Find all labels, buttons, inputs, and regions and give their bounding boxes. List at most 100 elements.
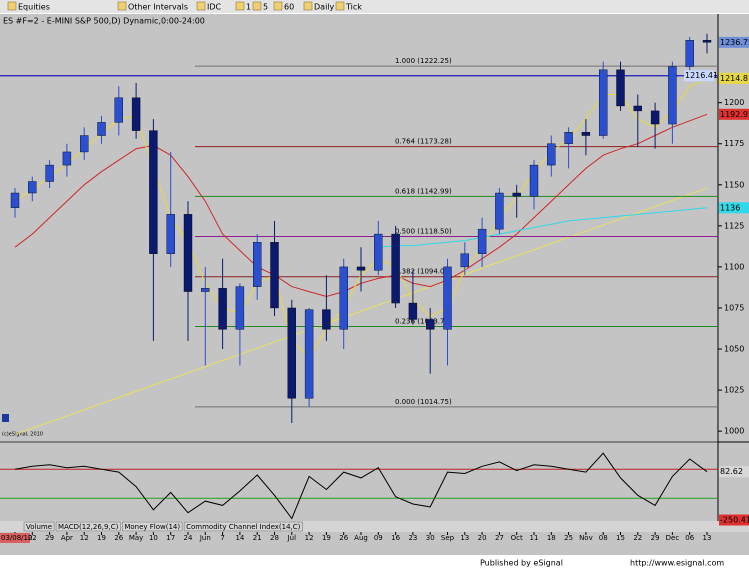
footer-left: Published by eSignal xyxy=(480,559,563,568)
toolbar-button[interactable]: Daily xyxy=(314,3,335,12)
toolbar xyxy=(0,0,749,13)
indicator-tab[interactable]: MACD(12,26,9,C) xyxy=(58,523,119,531)
x-tick-label: 17 xyxy=(166,534,175,542)
candle-body xyxy=(131,97,141,131)
line-value-label-box xyxy=(719,202,749,214)
y-tick-label: 1100 xyxy=(724,262,744,271)
candle-body xyxy=(443,266,452,330)
x-tick-label: 7 xyxy=(220,534,224,542)
candle-body xyxy=(97,122,106,136)
indicator-tab[interactable]: Volume xyxy=(26,523,52,531)
x-tick-label: 12 xyxy=(305,534,314,542)
x-tick-label: 13 xyxy=(703,534,712,542)
toolbar-icon xyxy=(235,1,245,11)
x-tick-label: 18 xyxy=(547,534,556,542)
trendline xyxy=(14,187,708,435)
toolbar-button[interactable]: IDC xyxy=(207,3,222,12)
fib-label: 0.382 (1094.02) xyxy=(395,268,452,276)
x-tick-label: 11 xyxy=(530,534,539,542)
x-tick-label: 16 xyxy=(391,534,400,542)
fib-label: 0.618 (1142.99) xyxy=(395,187,452,195)
candle-body xyxy=(547,143,556,166)
price-panel xyxy=(0,14,718,441)
last-price-label: 1236.75 xyxy=(720,38,749,47)
x-tick-label: 29 xyxy=(45,534,54,542)
candle-body xyxy=(581,132,591,136)
watermark: (c)eSignal, 2010 xyxy=(2,432,43,438)
last-price-label-box xyxy=(719,36,749,48)
candle-body xyxy=(564,132,573,144)
x-tick-label: 06 xyxy=(685,534,694,542)
toolbar-icon xyxy=(303,1,313,11)
indicator-panel xyxy=(0,443,718,521)
cci-last-label: 82.62 xyxy=(720,467,743,476)
candle-body xyxy=(79,135,89,153)
toolbar-button[interactable]: 60 xyxy=(284,3,294,12)
toolbar-icon xyxy=(273,1,283,11)
candle-body xyxy=(166,214,175,254)
toolbar-button[interactable]: Tick xyxy=(345,3,362,12)
x-start-box xyxy=(0,533,30,543)
x-tick-label: 26 xyxy=(339,534,348,542)
candle-body xyxy=(287,307,296,399)
candle-body xyxy=(391,233,400,304)
candle-body xyxy=(616,69,625,107)
line-value-label: 1214.81 xyxy=(720,74,749,83)
x-tick-label: 14 xyxy=(235,534,244,542)
toolbar-button[interactable]: Equities xyxy=(18,3,50,12)
toolbar-icon xyxy=(117,1,127,11)
toolbar-button[interactable]: Other Intervals xyxy=(128,3,188,12)
toolbar-button[interactable]: 1 xyxy=(246,3,251,12)
candle-body xyxy=(477,228,487,254)
toolbar-icon xyxy=(335,1,345,11)
x-tick-label: 10 xyxy=(149,534,158,542)
candle-body xyxy=(374,233,383,271)
x-tick-label: 19 xyxy=(322,534,331,542)
tab-border xyxy=(23,521,55,532)
tab-border xyxy=(55,521,121,532)
toolbar-icon xyxy=(252,1,262,11)
footer-right: http://www.esignal.com xyxy=(630,559,724,568)
candle-body xyxy=(201,288,210,292)
x-tick-label: Nov xyxy=(579,534,593,542)
indicator-tab[interactable]: Commodity Channel Index(14,C) xyxy=(186,523,301,531)
x-tick-label: 24 xyxy=(184,534,193,542)
indicator-tab[interactable]: Money Flow(14) xyxy=(124,523,180,531)
y-tick-label: 1125 xyxy=(724,221,744,230)
x-tick-label: 29 xyxy=(651,534,660,542)
y-tick-label: 1025 xyxy=(724,386,744,395)
candle-body xyxy=(356,266,366,271)
footer xyxy=(0,555,749,570)
level-value-label-box xyxy=(684,70,714,82)
toolbar-button[interactable]: 5 xyxy=(263,3,268,12)
x-tick-label: 09 xyxy=(374,534,383,542)
candle-body xyxy=(114,97,124,123)
cci-min-label: -250.41 xyxy=(720,516,749,525)
x-tick-label: 22 xyxy=(633,534,642,542)
candle-body xyxy=(599,69,608,136)
x-tick-label: 23 xyxy=(408,534,417,542)
line-value-label-box xyxy=(719,72,749,84)
cci-last-label-box xyxy=(719,466,749,478)
candle-body xyxy=(495,192,504,230)
candle-body xyxy=(304,309,314,399)
x-tick-label: 21 xyxy=(253,534,262,542)
x-tick-label: Sep xyxy=(441,534,455,542)
fib-label: 0.000 (1014.75) xyxy=(395,398,452,406)
fib-label: 0.764 (1173.28) xyxy=(395,138,452,146)
y-tick-label: 1050 xyxy=(724,345,744,354)
candle-body xyxy=(339,266,348,330)
candle-body xyxy=(426,319,435,330)
candle-body xyxy=(235,286,245,330)
x-tick-label: 22 xyxy=(28,534,37,542)
x-tick-label: Aug xyxy=(354,534,368,542)
candle-body xyxy=(668,66,677,125)
line-value-label-box xyxy=(719,108,749,120)
value-axis xyxy=(718,14,749,532)
candle-body xyxy=(460,253,469,268)
tab-border xyxy=(122,521,183,532)
candle-body xyxy=(149,130,158,254)
x-tick-label: Jul xyxy=(287,534,297,542)
candle-body xyxy=(512,192,521,197)
